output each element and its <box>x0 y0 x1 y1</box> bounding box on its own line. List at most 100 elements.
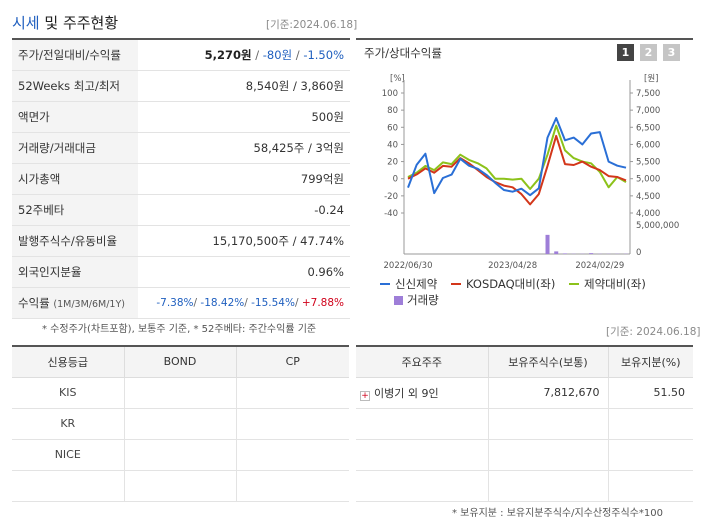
chart-tab-3[interactable]: 3 <box>663 44 680 61</box>
pct-cell <box>607 470 693 502</box>
chart-tab-1[interactable]: 1 <box>617 44 634 61</box>
table-row: 52Weeks 최고/최저 8,540원 / 3,860원 <box>12 70 350 102</box>
pct-cell <box>607 439 693 471</box>
row-label: 거래량/거래대금 <box>12 132 138 164</box>
row-value: 15,170,500주 / 47.74% <box>138 225 350 257</box>
price-table: 주가/전일대비/수익률 5,270원 / -80원 / -1.50% 52Wee… <box>12 38 350 319</box>
pharma-relative-line <box>407 124 627 190</box>
pct-cell: 51.50 <box>607 377 693 409</box>
row-label: 액면가 <box>12 101 138 133</box>
col-pct: 보유지분(%) <box>607 346 693 378</box>
left-tick-label: -40 <box>384 209 398 219</box>
current-price: 5,270원 <box>204 47 252 62</box>
chart-title: 주가/상대수익률 <box>364 46 442 60</box>
volume-tick-label: 5,000,000 <box>636 221 679 231</box>
separator: / <box>294 296 302 309</box>
table-row <box>356 439 693 471</box>
agency-cell: KIS <box>12 377 124 409</box>
x-tick-label: 2023/04/28 <box>488 261 537 271</box>
table-row: 거래량/거래대금 58,425주 / 3억원 <box>12 132 350 164</box>
legend-pharma: 제약대비(좌) <box>569 277 646 291</box>
row-label: 발행주식수/유동비율 <box>12 225 138 257</box>
holders-base-date: [기준: 2024.06.18] <box>606 326 701 338</box>
return-1m: -7.38% <box>156 296 194 309</box>
agency-cell: NICE <box>12 439 124 471</box>
row-value: 58,425주 / 3억원 <box>138 132 350 164</box>
chart-legend-volume: 거래량 <box>394 292 439 308</box>
table-row: 52주베타 -0.24 <box>12 194 350 226</box>
price-footnote: * 수정주가(차트포함), 보통주 기준, * 52주베타: 주간수익률 기준 <box>42 324 317 335</box>
legend-price-label: 신신제약 <box>395 277 438 291</box>
title-blue: 시세 <box>12 14 40 32</box>
table-row <box>356 408 693 440</box>
row-label: 수익률 (1M/3M/6M/1Y) <box>12 287 138 319</box>
holder-cell[interactable]: + 이병기 외 9인 <box>356 377 488 409</box>
table-row: KIS <box>12 377 349 409</box>
legend-kosdaq-swatch <box>450 283 461 285</box>
row-value: -0.24 <box>138 194 350 226</box>
legend-kosdaq: KOSDAQ대비(좌) <box>450 277 556 291</box>
right-axis-unit: [원] <box>644 74 658 84</box>
agency-cell: KR <box>12 408 124 440</box>
table-row: KR <box>12 408 349 440</box>
separator: / <box>193 296 201 309</box>
holders-footnote: * 보유지분 : 보유지분주식수/지수산정주식수*100 <box>452 508 663 519</box>
table-row: NICE <box>12 439 349 471</box>
shares-cell <box>487 408 608 440</box>
price-line <box>407 117 627 197</box>
separator: / <box>292 47 304 62</box>
legend-volume-swatch <box>394 296 403 305</box>
right-tick-label: 4,000 <box>636 209 660 219</box>
row-value: 8,540원 / 3,860원 <box>138 70 350 102</box>
right-tick-label: 5,500 <box>636 158 660 168</box>
separator: / <box>251 47 263 62</box>
expand-plus-icon[interactable]: + <box>360 390 370 401</box>
left-tick-label: 100 <box>382 89 398 99</box>
title-mid: 및 <box>39 14 63 32</box>
holder-cell <box>356 470 488 502</box>
legend-volume-label: 거래량 <box>407 293 439 307</box>
row-label: 52주베타 <box>12 194 138 226</box>
table-row <box>356 470 693 502</box>
volume-tick-label: 0 <box>636 248 641 258</box>
row-value: 500원 <box>138 101 350 133</box>
price-change: -80원 <box>262 47 293 62</box>
left-tick-label: -20 <box>384 192 398 202</box>
base-date: [기준:2024.06.18] <box>266 19 358 31</box>
kosdaq-relative-line <box>407 134 627 206</box>
volume-bar <box>545 234 550 254</box>
return-1y: +7.88% <box>301 296 344 309</box>
bond-cell <box>123 470 236 502</box>
row-label: 시가총액 <box>12 163 138 195</box>
return-3m: -18.42% <box>200 296 245 309</box>
col-cp: CP <box>235 346 349 378</box>
page-title: 시세 및 주주현황 <box>12 12 118 33</box>
table-row <box>12 470 349 502</box>
right-tick-label: 6,000 <box>636 140 660 150</box>
returns-value: -7.38%/ -18.42%/ -15.54%/ +7.88% <box>138 287 350 319</box>
row-value: 0.96% <box>138 256 350 288</box>
row-label: 52Weeks 최고/최저 <box>12 70 138 102</box>
returns-period-label: (1M/3M/6M/1Y) <box>53 298 125 310</box>
legend-kosdaq-label: KOSDAQ대비(좌) <box>465 277 556 291</box>
price-relative-return-chart: [%] [원] 100 80 60 40 20 0 -20 -40 7,500 7,000 6,500 6… <box>382 74 680 271</box>
right-tick-label: 4,500 <box>636 192 660 202</box>
table-row: 주가/전일대비/수익률 5,270원 / -80원 / -1.50% <box>12 39 350 71</box>
agency-cell <box>12 470 124 502</box>
legend-price-swatch <box>380 283 390 285</box>
returns-label: 수익률 <box>18 295 50 310</box>
cp-cell <box>235 470 349 502</box>
right-tick-label: 6,500 <box>636 123 660 133</box>
holder-cell <box>356 439 488 471</box>
table-row: 발행주식수/유동비율 15,170,500주 / 47.74% <box>12 225 350 257</box>
separator: / <box>244 296 252 309</box>
table-row: 수익률 (1M/3M/6M/1Y) -7.38%/ -18.42%/ -15.5… <box>12 287 350 319</box>
left-tick-label: 80 <box>387 106 398 116</box>
shares-cell <box>487 470 608 502</box>
col-holder: 주요주주 <box>356 346 488 378</box>
chart-tab-2[interactable]: 2 <box>640 44 657 61</box>
table-row: 시가총액 799억원 <box>12 163 350 195</box>
table-row: 외국인지분율 0.96% <box>12 256 350 288</box>
legend-price: 신신제약 <box>380 277 437 291</box>
bond-cell <box>123 439 236 471</box>
